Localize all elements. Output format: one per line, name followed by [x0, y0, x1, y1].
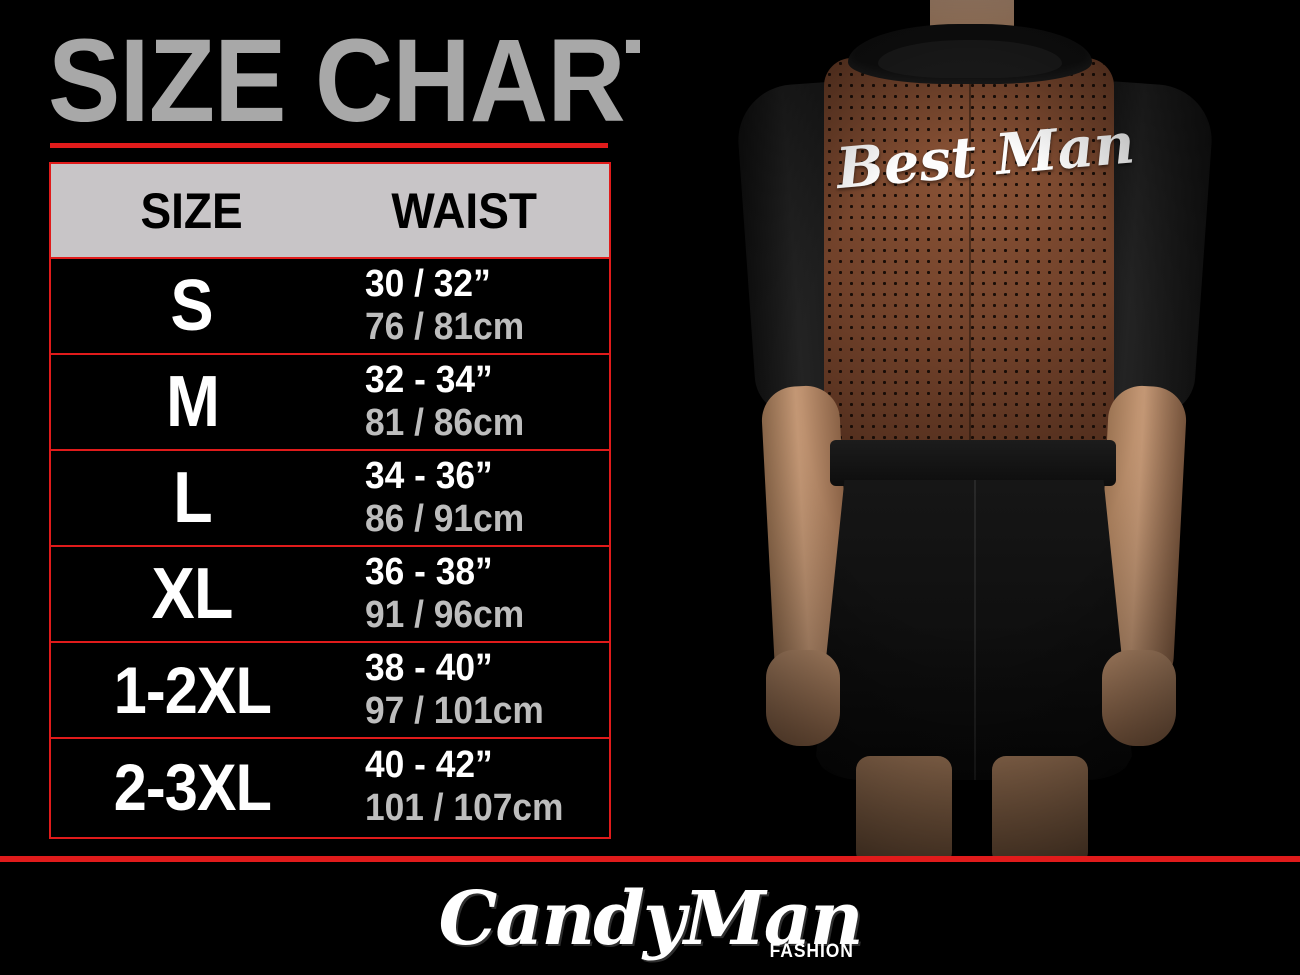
waist-inches: 32 - 34”	[365, 359, 493, 401]
table-row: 1-2XL 38 - 40” 97 / 101cm	[51, 643, 609, 739]
cell-waist: 32 - 34” 81 / 86cm	[333, 355, 609, 449]
waist-cm: 86 / 91cm	[365, 498, 525, 540]
model-hand-right	[1102, 650, 1176, 746]
cell-size: L	[51, 451, 333, 545]
size-value: 1-2XL	[113, 653, 271, 727]
mesh-seam	[969, 58, 971, 458]
waist-cm: 81 / 86cm	[365, 402, 525, 444]
cell-size: M	[51, 355, 333, 449]
size-table: SIZE WAIST S 30 / 32” 76 / 81cm M	[49, 162, 611, 839]
size-value: L	[172, 458, 213, 538]
cell-size: XL	[51, 547, 333, 641]
skirt-waistband	[830, 440, 1116, 486]
model-hand-left	[766, 650, 840, 746]
size-chart-panel: SIZE CHART SIZE WAIST S 30 / 32” 76 / 81…	[0, 0, 691, 858]
size-value: M	[165, 362, 219, 442]
brand-subtitle: FASHION	[769, 940, 854, 962]
cell-waist: 34 - 36” 86 / 91cm	[333, 451, 609, 545]
header-label-size: SIZE	[140, 182, 244, 239]
cell-size: 1-2XL	[51, 643, 333, 737]
header-label-waist: WAIST	[391, 182, 537, 239]
skirt-garment	[816, 480, 1132, 780]
table-row: 2-3XL 40 - 42” 101 / 107cm	[51, 739, 609, 835]
cell-size: 2-3XL	[51, 739, 333, 835]
size-value: XL	[151, 554, 233, 634]
size-value: 2-3XL	[113, 750, 271, 824]
size-value: S	[170, 266, 214, 346]
brand-name: CandyMan	[438, 875, 863, 962]
table-row: XL 36 - 38” 91 / 96cm	[51, 547, 609, 643]
table-row: M 32 - 34” 81 / 86cm	[51, 355, 609, 451]
waist-inches: 38 - 40”	[365, 647, 493, 689]
cell-waist: 30 / 32” 76 / 81cm	[333, 259, 609, 353]
waist-inches: 34 - 36”	[365, 455, 493, 497]
model-illustration: Best Man	[640, 0, 1300, 858]
model-thigh-left	[856, 756, 952, 858]
table-row: L 34 - 36” 86 / 91cm	[51, 451, 609, 547]
header-cell-size: SIZE	[51, 164, 333, 257]
brand-logo-inner: CandyMan FASHION	[438, 875, 863, 962]
skirt-seam	[974, 480, 976, 780]
table-row: S 30 / 32” 76 / 81cm	[51, 259, 609, 355]
waist-cm: 101 / 107cm	[365, 787, 564, 829]
shirt-collar-inner	[878, 40, 1062, 78]
waist-inches: 36 - 38”	[365, 551, 493, 593]
table-header-row: SIZE WAIST	[51, 164, 609, 259]
model-thigh-right	[992, 756, 1088, 858]
waist-inches: 30 / 32”	[365, 263, 491, 305]
footer: CandyMan FASHION	[0, 862, 1300, 975]
cell-waist: 38 - 40” 97 / 101cm	[333, 643, 609, 737]
footer-divider	[0, 856, 1300, 862]
title-divider	[50, 143, 608, 148]
waist-cm: 97 / 101cm	[365, 690, 544, 732]
waist-inches: 40 - 42”	[365, 744, 493, 786]
cell-waist: 36 - 38” 91 / 96cm	[333, 547, 609, 641]
cell-size: S	[51, 259, 333, 353]
brand-logo: CandyMan FASHION	[0, 862, 1300, 975]
header-cell-waist: WAIST	[333, 164, 609, 257]
waist-cm: 91 / 96cm	[365, 594, 525, 636]
page-title: SIZE CHART	[48, 15, 691, 147]
cell-waist: 40 - 42” 101 / 107cm	[333, 739, 609, 835]
waist-cm: 76 / 81cm	[365, 306, 525, 348]
product-photo: Best Man	[640, 0, 1300, 858]
